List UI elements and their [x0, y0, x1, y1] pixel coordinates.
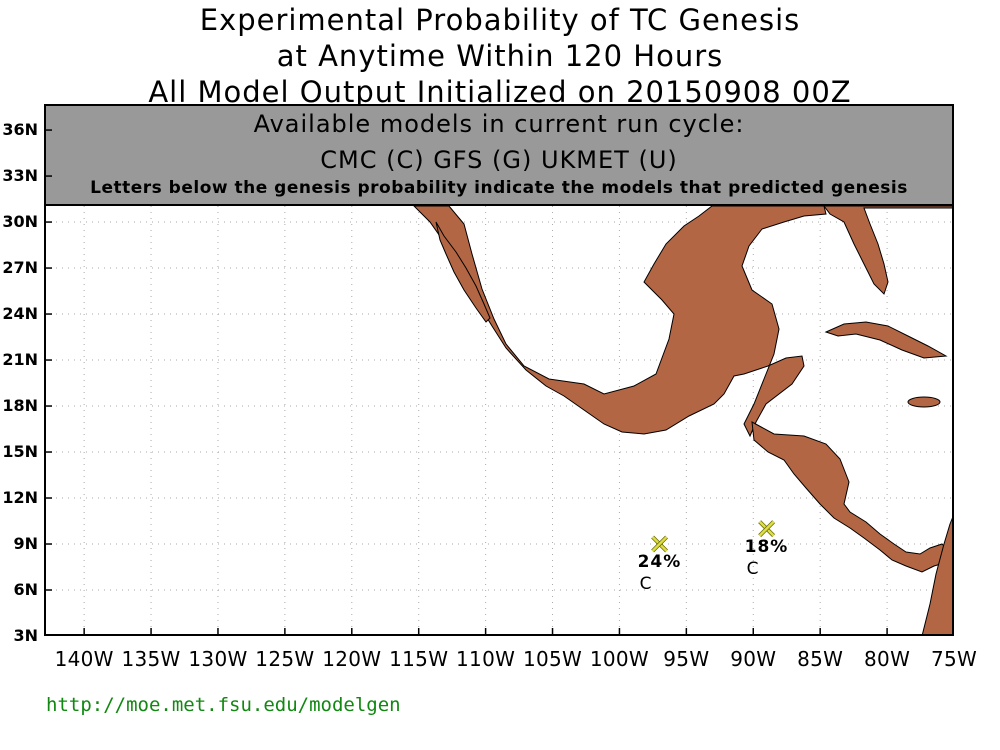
genesis-model-letters: C — [746, 558, 759, 579]
genesis-probability: 18% — [744, 536, 789, 557]
lon-label: 115W — [389, 647, 449, 671]
info-heading: Available models in current run cycle: — [253, 110, 745, 138]
title-line-1: Experimental Probability of TC Genesis — [199, 3, 801, 37]
lat-label: 36N — [2, 120, 38, 140]
genesis-markers — [651, 520, 776, 553]
lat-label: 33N — [2, 166, 38, 186]
lon-label: 130W — [188, 647, 248, 671]
genesis-probability: 24% — [637, 552, 682, 572]
lon-label: 140W — [54, 647, 114, 671]
lon-label: 105W — [522, 647, 583, 671]
info-panel: Available models in current run cycle: C… — [44, 104, 954, 206]
genesis-marker-icon — [651, 535, 669, 553]
lat-label: 6N — [13, 580, 38, 599]
lat-label: 3N — [13, 626, 38, 645]
land-mexico-central-america — [412, 205, 827, 438]
lon-label: 135W — [121, 647, 181, 671]
genesis-marker-icon — [758, 520, 776, 538]
lon-label: 80W — [864, 647, 911, 671]
lat-label: 15N — [2, 442, 38, 462]
land-south-america — [921, 513, 954, 636]
lat-label: 27N — [2, 258, 38, 278]
land-baja-california — [435, 221, 491, 323]
lat-label: 18N — [2, 396, 38, 416]
title-line-2: at Anytime Within 120 Hours — [276, 39, 724, 73]
lon-label: 100W — [589, 647, 650, 671]
title-line-3: All Model Output Initialized on 20150908… — [148, 75, 852, 109]
lat-label: 9N — [13, 534, 38, 553]
land-masses — [412, 205, 954, 636]
lat-label: 21N — [2, 350, 38, 370]
lat-label: 24N — [2, 304, 38, 324]
info-note: Letters below the genesis probability in… — [90, 178, 908, 198]
footer-url[interactable]: http://moe.met.fsu.edu/modelgen — [46, 694, 401, 716]
lon-label: 110W — [456, 647, 516, 671]
land-cuba — [824, 321, 948, 359]
lon-label: 125W — [255, 647, 315, 671]
map-canvas — [44, 104, 954, 636]
map-border — [44, 104, 954, 636]
lon-label: 85W — [797, 647, 844, 671]
lat-label: 30N — [2, 212, 38, 232]
lon-label: 90W — [730, 647, 777, 671]
genesis-model-letters: C — [639, 574, 652, 594]
lon-label: 75W — [930, 647, 978, 671]
lat-label: 12N — [2, 488, 38, 508]
map-frame — [44, 104, 954, 636]
land-jamaica — [907, 396, 941, 408]
lon-label: 95W — [663, 647, 710, 671]
land-florida — [823, 205, 954, 295]
lon-label: 120W — [322, 647, 382, 671]
info-models: CMC (C) GFS (G) UKMET (U) — [320, 146, 678, 174]
map-area: Available models in current run cycle: C… — [44, 104, 954, 636]
